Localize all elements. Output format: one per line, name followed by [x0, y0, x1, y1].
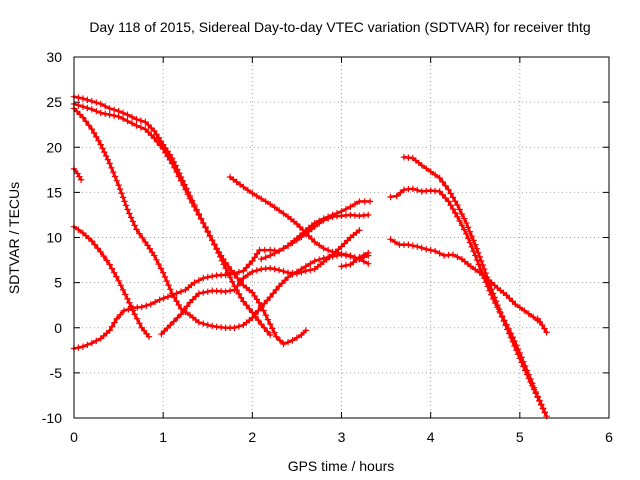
- series-markers: [387, 236, 541, 324]
- series-layer: [70, 93, 550, 420]
- x-tick-label: 5: [516, 429, 524, 445]
- series-track-7: [158, 227, 363, 338]
- x-tick-label: 6: [605, 429, 613, 445]
- y-tick-label: 25: [46, 94, 62, 110]
- grid-layer: [74, 57, 609, 418]
- y-tick-label: -10: [42, 410, 62, 426]
- tick-layer: [73, 56, 610, 419]
- series-track-9: [258, 211, 372, 263]
- y-tick-label: 20: [46, 139, 62, 155]
- y-tick-label: 30: [46, 49, 62, 65]
- tick-label-layer: 0 1 2 3 4 5 6 -10 -5 0 5 10 15 20 25 30: [42, 49, 613, 445]
- series-markers: [258, 211, 372, 263]
- x-axis-label: GPS time / hours: [288, 458, 395, 474]
- x-tick-label: 0: [70, 429, 78, 445]
- series-track-13: [400, 153, 548, 416]
- series-markers: [338, 249, 372, 270]
- x-tick-label: 4: [427, 429, 435, 445]
- series-track-12: [387, 236, 541, 324]
- series-markers: [158, 227, 363, 338]
- y-tick-label: -5: [50, 365, 63, 381]
- series-markers: [534, 315, 550, 336]
- series-track-14: [534, 315, 550, 336]
- y-tick-label: 0: [54, 320, 62, 336]
- series-track-8: [226, 173, 372, 267]
- series-track-10: [338, 249, 372, 270]
- chart-title: Day 118 of 2015, Sidereal Day-to-day VTE…: [89, 19, 590, 35]
- series-markers: [400, 153, 548, 416]
- x-tick-label: 2: [248, 429, 256, 445]
- y-tick-label: 10: [46, 230, 62, 246]
- y-tick-label: 5: [54, 275, 62, 291]
- y-axis-label: SDTVAR / TECUs: [6, 182, 22, 294]
- x-tick-label: 3: [338, 429, 346, 445]
- y-tick-label: 15: [46, 184, 62, 200]
- x-tick-label: 1: [159, 429, 167, 445]
